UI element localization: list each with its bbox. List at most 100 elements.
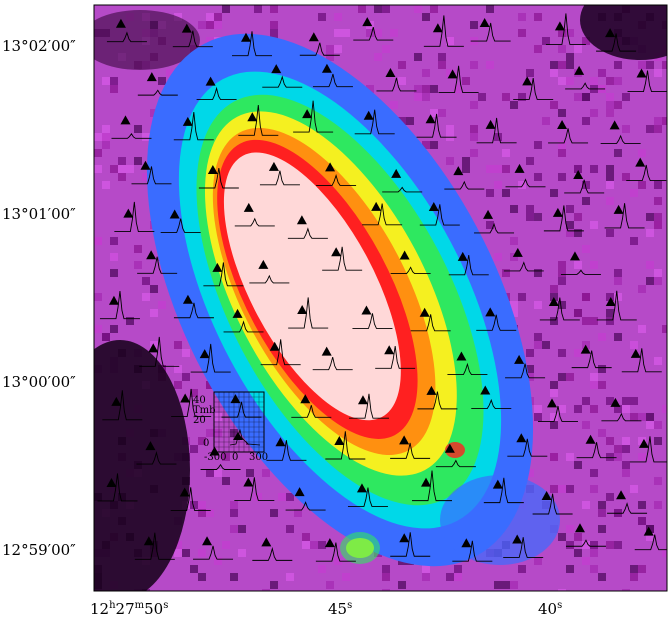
triangle-marker-icon	[247, 112, 258, 122]
spectrum-line	[190, 343, 231, 373]
spectra-layer	[97, 13, 667, 562]
spectrum-line	[513, 78, 554, 100]
spectrum-line	[137, 89, 178, 96]
y-axis-label-1: 13°02′00″	[2, 37, 76, 55]
triangle-marker-icon	[399, 250, 410, 260]
inset-y-tick-zero: 0	[203, 438, 210, 449]
spectrum-line	[173, 111, 214, 141]
spectrum-line	[299, 42, 340, 56]
triangle-marker-icon	[541, 490, 552, 500]
triangle-marker-icon	[334, 436, 345, 446]
spectrum-line	[171, 388, 212, 417]
spectrum-line	[607, 502, 648, 514]
spectrum-line	[223, 320, 264, 333]
triangle-marker-icon	[199, 349, 210, 359]
spectrum-line	[412, 470, 453, 502]
spectrum-line	[600, 134, 641, 144]
triangle-marker-icon	[512, 247, 523, 257]
spectrum-line	[234, 217, 275, 227]
triangle-marker-icon	[202, 536, 213, 546]
spectrum-line	[410, 314, 451, 332]
triangle-marker-icon	[212, 262, 223, 272]
triangle-marker-icon	[391, 168, 402, 178]
triangle-marker-icon	[146, 72, 157, 82]
triangle-marker-icon	[610, 397, 621, 407]
triangle-marker-icon	[516, 433, 527, 443]
spectrum-line	[448, 255, 489, 276]
triangle-marker-icon	[453, 166, 464, 176]
spectrum-line	[362, 203, 403, 226]
spectrum-line	[444, 180, 485, 190]
spectrum-line	[576, 442, 617, 459]
spectrum-line	[291, 405, 332, 418]
spectrum-line	[596, 290, 637, 321]
triangle-marker-icon	[296, 215, 307, 225]
triangle-marker-icon	[324, 538, 335, 548]
triangle-marker-icon	[514, 163, 525, 173]
triangle-marker-icon	[275, 437, 286, 447]
spectrum-line	[260, 339, 301, 366]
spectrum-line	[447, 362, 488, 375]
triangle-marker-icon	[182, 294, 193, 304]
spectrum-line	[139, 336, 180, 367]
spectrum-line	[505, 178, 546, 188]
x-axis-label-2: 45s	[328, 600, 353, 618]
triangle-marker-icon	[585, 434, 596, 444]
spectrum-line	[560, 269, 601, 275]
spectrum-line	[505, 363, 546, 379]
spectrum-line	[353, 27, 394, 41]
spectrum-line	[419, 204, 460, 226]
spectrum-line	[375, 345, 416, 369]
triangle-marker-icon	[643, 526, 654, 536]
triangle-marker-icon	[512, 534, 523, 544]
triangle-marker-icon	[385, 67, 396, 77]
triangle-marker-icon	[613, 204, 624, 214]
triangle-marker-icon	[362, 17, 373, 27]
triangle-marker-icon	[230, 394, 241, 404]
spectrum-line	[629, 436, 667, 463]
spectrum-line	[312, 73, 353, 88]
triangle-marker-icon	[616, 490, 627, 500]
spectrum-line	[476, 314, 517, 331]
spectrum-line	[634, 534, 667, 551]
spectrum-line	[565, 82, 606, 90]
triangle-marker-icon	[232, 308, 243, 318]
spectrum-line	[621, 348, 662, 373]
inset-x-tick-1: -300	[204, 452, 227, 463]
spectrum-line	[312, 357, 353, 371]
triangle-marker-icon	[552, 207, 563, 217]
triangle-marker-icon	[233, 432, 243, 440]
triangle-marker-icon	[269, 341, 280, 351]
triangle-marker-icon	[609, 120, 620, 130]
spectrum-line	[347, 487, 388, 507]
spectrum-line	[438, 65, 479, 93]
triangle-marker-icon	[243, 202, 254, 212]
triangle-marker-icon	[522, 76, 533, 86]
spectrum-line	[111, 133, 152, 139]
spectrum-line	[252, 546, 293, 561]
triangle-marker-icon	[399, 435, 410, 445]
spectrum-line	[173, 302, 214, 319]
spectrum-line	[259, 170, 300, 186]
spectrum-line	[571, 350, 612, 369]
triangle-marker-icon	[181, 23, 192, 33]
triangle-marker-icon	[169, 209, 180, 219]
triangle-marker-icon	[546, 398, 557, 408]
spectrum-line	[196, 86, 237, 101]
triangle-marker-icon	[421, 477, 432, 487]
triangle-marker-icon	[432, 23, 443, 33]
spectrum-line	[315, 542, 356, 562]
triangle-marker-icon	[492, 479, 503, 489]
triangle-marker-icon	[605, 296, 616, 306]
triangle-marker-icon	[574, 65, 585, 75]
triangle-marker-icon	[483, 209, 494, 219]
inset-y-label: 40 Tmb 20	[193, 395, 216, 426]
triangle-marker-icon	[179, 487, 190, 497]
spectrum-line	[288, 297, 329, 329]
spectrum-line	[537, 405, 578, 422]
triangle-marker-icon	[461, 538, 472, 548]
spectrum-line	[416, 113, 457, 138]
triangle-marker-icon	[106, 477, 117, 487]
spectrum-line	[627, 70, 667, 92]
